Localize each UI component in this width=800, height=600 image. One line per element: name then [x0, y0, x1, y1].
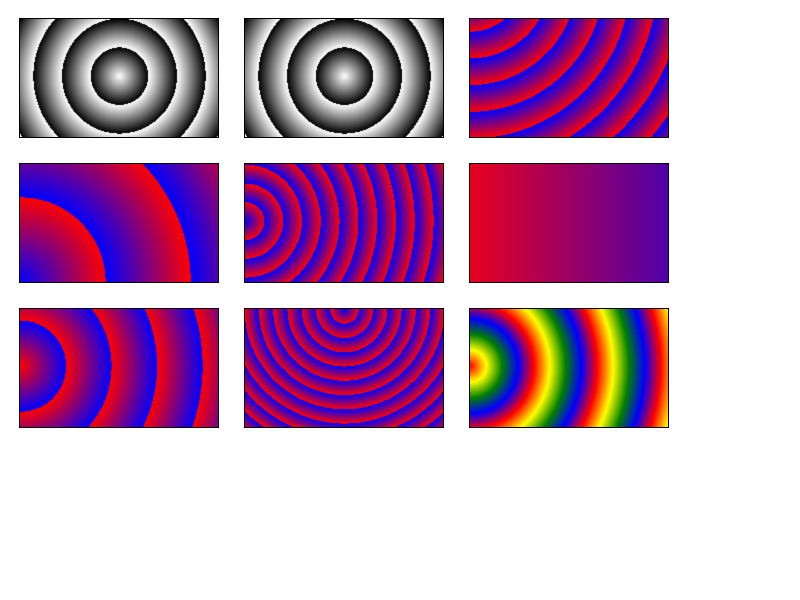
red-blue-rings-canvas	[20, 164, 218, 282]
rainbow-rings-canvas	[470, 309, 668, 427]
panel-red-blue-dense-rings-left	[244, 163, 444, 283]
panel-red-blue-rings-offset	[469, 18, 669, 138]
red-blue-rings-canvas	[470, 19, 668, 137]
panel-red-blue-rings-left	[19, 308, 219, 428]
gray-radial-rings-canvas	[245, 19, 443, 137]
panel-gray-radial-rings-2	[244, 18, 444, 138]
panel-gray-radial-rings-1	[19, 18, 219, 138]
red-blue-rings-canvas	[245, 309, 443, 427]
panel-red-blue-large-rings	[19, 163, 219, 283]
panel-rainbow-rings	[469, 308, 669, 428]
red-blue-rings-canvas	[245, 164, 443, 282]
linear-gradient-canvas	[470, 164, 668, 282]
panel-red-blue-dense-rings-top	[244, 308, 444, 428]
red-blue-rings-canvas	[20, 309, 218, 427]
panel-red-purple-linear	[469, 163, 669, 283]
gray-radial-rings-canvas	[20, 19, 218, 137]
